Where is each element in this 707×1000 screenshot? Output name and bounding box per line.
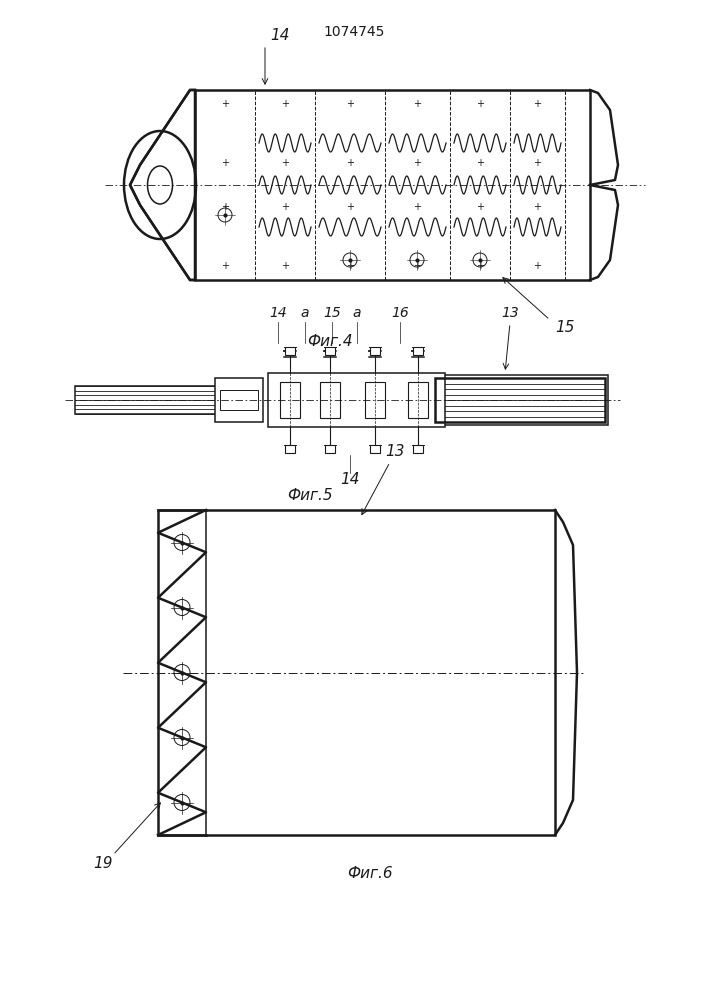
Bar bbox=[413, 445, 423, 453]
Text: 15: 15 bbox=[555, 320, 575, 336]
Text: 1074745: 1074745 bbox=[323, 25, 385, 39]
Text: 16: 16 bbox=[391, 306, 409, 320]
Text: 13: 13 bbox=[501, 306, 519, 320]
Text: а: а bbox=[300, 306, 309, 320]
Text: 19: 19 bbox=[93, 856, 112, 870]
Text: +: + bbox=[476, 202, 484, 212]
Text: +: + bbox=[221, 158, 229, 168]
Bar bbox=[285, 445, 295, 453]
Bar bbox=[370, 347, 380, 355]
Text: Фиг.6: Фиг.6 bbox=[347, 865, 393, 880]
Bar bbox=[413, 347, 423, 355]
Text: +: + bbox=[533, 158, 541, 168]
Text: 15: 15 bbox=[323, 306, 341, 320]
Text: 14: 14 bbox=[269, 306, 287, 320]
Bar bbox=[75, 386, 255, 414]
Text: +: + bbox=[281, 158, 289, 168]
Text: +: + bbox=[346, 99, 354, 109]
Bar bbox=[285, 347, 295, 355]
Bar bbox=[220, 390, 258, 410]
Text: +: + bbox=[221, 99, 229, 109]
Text: +: + bbox=[346, 261, 354, 271]
Text: +: + bbox=[413, 261, 421, 271]
Text: +: + bbox=[281, 261, 289, 271]
Text: 14: 14 bbox=[340, 473, 360, 488]
Bar bbox=[268, 373, 445, 427]
Text: +: + bbox=[476, 261, 484, 271]
Bar bbox=[432, 375, 608, 425]
Text: Фиг.5: Фиг.5 bbox=[287, 488, 333, 504]
Bar bbox=[215, 378, 263, 422]
Bar bbox=[280, 382, 300, 418]
Text: +: + bbox=[533, 202, 541, 212]
Text: а: а bbox=[353, 306, 361, 320]
Text: +: + bbox=[533, 261, 541, 271]
Text: +: + bbox=[346, 202, 354, 212]
Bar bbox=[408, 382, 428, 418]
Text: 14: 14 bbox=[270, 27, 289, 42]
Bar bbox=[435, 378, 605, 422]
Bar bbox=[370, 445, 380, 453]
Text: +: + bbox=[533, 99, 541, 109]
Text: +: + bbox=[221, 261, 229, 271]
Text: +: + bbox=[413, 158, 421, 168]
Text: +: + bbox=[413, 99, 421, 109]
Bar bbox=[325, 445, 335, 453]
Text: Фиг.4: Фиг.4 bbox=[307, 334, 353, 350]
Text: +: + bbox=[476, 158, 484, 168]
Text: +: + bbox=[476, 99, 484, 109]
Bar bbox=[320, 382, 340, 418]
Text: +: + bbox=[221, 202, 229, 212]
Bar bbox=[195, 90, 590, 280]
Polygon shape bbox=[130, 90, 195, 280]
Bar bbox=[158, 510, 555, 835]
Text: +: + bbox=[413, 202, 421, 212]
Text: 13: 13 bbox=[385, 444, 404, 460]
Text: +: + bbox=[346, 158, 354, 168]
Bar bbox=[365, 382, 385, 418]
Bar bbox=[325, 347, 335, 355]
Text: +: + bbox=[281, 99, 289, 109]
Text: +: + bbox=[281, 202, 289, 212]
